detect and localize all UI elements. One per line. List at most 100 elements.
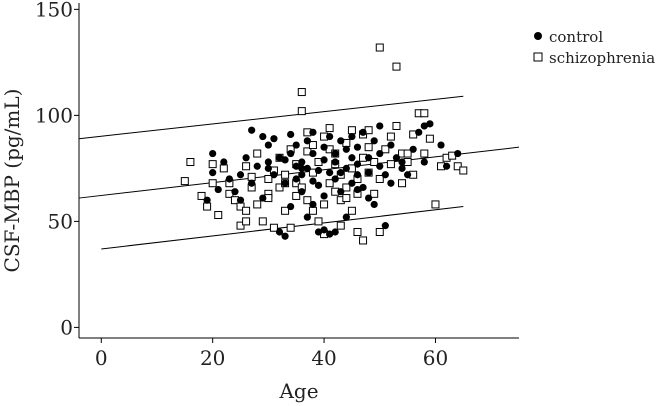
point-control xyxy=(404,171,412,179)
point-schizophrenia xyxy=(242,217,251,226)
point-control xyxy=(259,194,267,202)
x-axis-title: Age xyxy=(278,379,318,403)
point-control xyxy=(387,141,395,149)
point-schizophrenia xyxy=(381,145,390,154)
point-schizophrenia xyxy=(303,196,312,205)
point-control xyxy=(298,158,306,166)
legend-marker-schizophrenia xyxy=(533,52,543,62)
x-tick-label: 40 xyxy=(311,346,336,370)
x-tick-label: 20 xyxy=(200,346,225,370)
point-control xyxy=(353,160,362,168)
y-axis-title: CSF-MBP (pg/mL) xyxy=(0,89,24,273)
point-schizophrenia xyxy=(386,160,395,169)
point-control xyxy=(309,177,317,185)
point-control xyxy=(259,132,267,141)
point-schizophrenia xyxy=(431,200,440,209)
point-control xyxy=(337,137,345,145)
point-schizophrenia xyxy=(269,223,278,232)
point-control xyxy=(331,158,339,166)
point-schizophrenia xyxy=(403,149,412,158)
point-control xyxy=(331,149,339,158)
point-control xyxy=(392,154,401,162)
point-schizophrenia xyxy=(347,126,356,135)
point-schizophrenia xyxy=(297,88,306,97)
point-schizophrenia xyxy=(320,200,329,209)
point-schizophrenia xyxy=(281,170,290,179)
point-control xyxy=(437,141,445,149)
point-schizophrenia xyxy=(208,160,217,169)
point-control xyxy=(214,185,222,194)
point-control xyxy=(381,171,389,179)
point-control xyxy=(326,169,334,177)
point-schizophrenia xyxy=(325,124,334,133)
point-control xyxy=(309,200,317,209)
x-tick-label: 60 xyxy=(423,346,448,370)
point-schizophrenia xyxy=(453,162,462,171)
point-control xyxy=(281,179,289,187)
point-schizophrenia xyxy=(370,189,379,198)
point-control xyxy=(331,228,339,236)
point-schizophrenia xyxy=(275,183,284,192)
point-control xyxy=(287,149,295,158)
y-tick-label: 150 xyxy=(35,0,73,21)
point-control xyxy=(342,213,350,221)
point-control xyxy=(353,171,362,179)
point-schizophrenia xyxy=(308,206,317,215)
point-schizophrenia xyxy=(297,107,306,116)
point-control xyxy=(331,175,339,183)
point-control xyxy=(353,185,362,194)
point-schizophrenia xyxy=(342,194,351,203)
point-control xyxy=(376,162,384,170)
point-control xyxy=(376,122,384,130)
point-control xyxy=(370,200,378,209)
point-schizophrenia xyxy=(242,206,251,215)
point-control xyxy=(376,149,384,158)
point-control xyxy=(292,175,300,183)
point-control xyxy=(287,130,295,139)
point-control xyxy=(353,143,362,151)
point-schizophrenia xyxy=(308,141,317,150)
point-schizophrenia xyxy=(398,179,407,188)
point-schizophrenia xyxy=(286,223,295,232)
data-points xyxy=(180,43,468,245)
point-control xyxy=(381,222,389,230)
point-control xyxy=(303,164,311,172)
point-schizophrenia xyxy=(370,158,379,167)
point-control xyxy=(236,196,245,204)
point-control xyxy=(270,171,278,179)
point-control xyxy=(365,194,373,202)
point-schizophrenia xyxy=(264,174,273,183)
point-control xyxy=(248,179,256,187)
point-schizophrenia xyxy=(375,227,384,236)
point-control xyxy=(298,171,306,179)
point-control xyxy=(359,128,367,136)
x-ticks: 0 20 40 60 xyxy=(95,338,448,370)
point-control xyxy=(365,154,373,162)
point-control xyxy=(264,164,272,172)
axes: 0 20 40 60 0 50 100 150 xyxy=(35,0,519,370)
point-control xyxy=(253,162,261,170)
point-schizophrenia xyxy=(186,158,195,167)
point-control xyxy=(337,169,345,177)
point-schizophrenia xyxy=(459,166,468,175)
point-schizophrenia xyxy=(236,221,245,230)
point-control xyxy=(281,232,289,240)
point-control xyxy=(203,196,211,204)
point-schizophrenia xyxy=(347,206,356,215)
point-control xyxy=(387,179,395,187)
point-control xyxy=(420,122,428,130)
point-control xyxy=(342,145,350,153)
legend-label-control: control xyxy=(549,28,603,46)
point-control xyxy=(236,171,245,179)
point-schizophrenia xyxy=(197,191,206,200)
y-ticks: 0 50 100 150 xyxy=(35,0,79,339)
point-schizophrenia xyxy=(242,162,251,171)
point-control xyxy=(264,141,272,149)
point-schizophrenia xyxy=(353,227,362,236)
y-tick-label: 100 xyxy=(35,103,73,127)
point-schizophrenia xyxy=(325,179,334,188)
point-control xyxy=(292,141,300,149)
point-control xyxy=(270,135,278,143)
legend: control schizophrenia xyxy=(533,28,655,67)
